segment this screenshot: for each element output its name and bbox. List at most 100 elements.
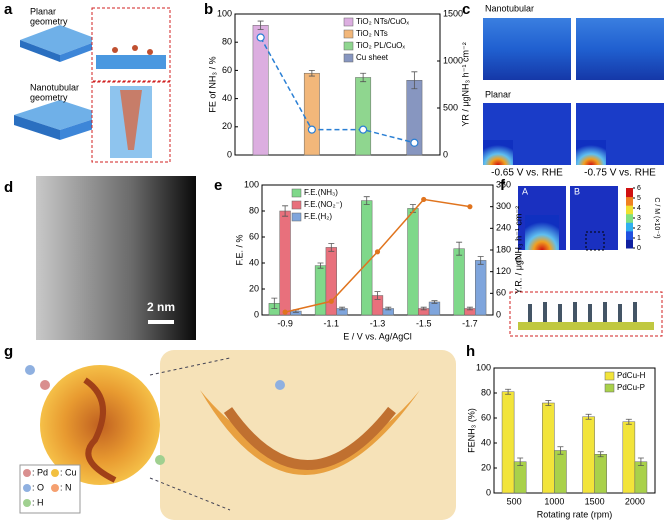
legend-swatch bbox=[604, 371, 615, 381]
line-marker bbox=[359, 125, 368, 134]
legend-label: Cu sheet bbox=[356, 53, 389, 62]
colorbar-tick-label: 5 bbox=[637, 195, 641, 202]
scale-bar bbox=[148, 320, 174, 324]
panel-letter: e bbox=[214, 177, 222, 194]
colorbar-segment bbox=[626, 205, 633, 215]
legend-swatch bbox=[343, 53, 354, 63]
line-marker bbox=[256, 33, 265, 42]
y-tick-label: 100 bbox=[476, 362, 491, 372]
y-tick-label: 60 bbox=[222, 65, 232, 75]
x-tick-label: -1.1 bbox=[324, 318, 340, 328]
colorbar-tick-label: 0 bbox=[637, 245, 641, 252]
legend-swatch bbox=[291, 200, 302, 210]
inset-label: A bbox=[522, 186, 528, 196]
y-tick-label: 0 bbox=[486, 487, 491, 497]
error-bar bbox=[637, 457, 644, 466]
legend-swatch bbox=[291, 212, 302, 222]
panel-letter: b bbox=[204, 1, 213, 18]
x-tick-label: -1.5 bbox=[416, 318, 432, 328]
y2-tick-label: 240 bbox=[496, 223, 511, 233]
bar bbox=[252, 25, 269, 156]
line-marker bbox=[307, 125, 316, 134]
error-bar bbox=[282, 205, 289, 217]
panel-letter: f bbox=[500, 177, 506, 194]
bar bbox=[622, 421, 636, 494]
x-tick-label: -0.9 bbox=[277, 318, 293, 328]
error-bar bbox=[317, 262, 324, 269]
y-tick-label: 100 bbox=[217, 8, 232, 18]
panel-a-label: Nanotubular bbox=[30, 82, 79, 92]
y-tick-label: 40 bbox=[481, 437, 491, 447]
legend-label: : H bbox=[32, 497, 44, 507]
x-tick-label: 1500 bbox=[585, 496, 605, 506]
y-axis-label: F.E. / % bbox=[234, 234, 244, 265]
error-bar bbox=[431, 300, 438, 304]
panel-d-image bbox=[36, 176, 196, 340]
error-bar bbox=[360, 72, 367, 83]
error-bar bbox=[597, 451, 604, 458]
line-marker bbox=[374, 249, 381, 255]
error-bar bbox=[339, 306, 346, 311]
error-bar bbox=[420, 306, 427, 311]
y-tick-label: 0 bbox=[254, 309, 259, 319]
x-tick-label: 500 bbox=[507, 496, 522, 506]
panel-letter: d bbox=[4, 179, 13, 196]
plot-frame bbox=[493, 367, 656, 494]
bar bbox=[325, 247, 337, 316]
colorbar-label: C / M (×10⁻¹) bbox=[653, 197, 660, 238]
legend-dot bbox=[51, 469, 59, 477]
bar bbox=[303, 72, 320, 156]
line-marker bbox=[467, 204, 473, 210]
error-bar bbox=[517, 457, 524, 466]
y-tick-label: 60 bbox=[249, 231, 259, 241]
panel-g-illustration bbox=[25, 350, 456, 520]
bar bbox=[355, 77, 372, 156]
colorbar-segment bbox=[626, 196, 633, 206]
panel-f-maps bbox=[509, 186, 663, 337]
y2-tick-label: 120 bbox=[496, 266, 511, 276]
colorbar-segment bbox=[626, 239, 633, 249]
y2-axis-label: Y.R. / μgNH₃ h⁻¹ cm⁻² bbox=[513, 206, 523, 294]
x-tick-label: -1.3 bbox=[370, 318, 386, 328]
y-tick-label: 20 bbox=[481, 462, 491, 472]
panel-letter: a bbox=[4, 1, 13, 18]
y-tick-label: 0 bbox=[227, 149, 232, 159]
legend-label: TiO₂ NTs bbox=[356, 29, 388, 38]
x-tick-label: -1.7 bbox=[462, 318, 478, 328]
y2-tick-label: 1500 bbox=[443, 8, 463, 18]
legend-label: : Pd bbox=[32, 467, 48, 477]
legend-dot bbox=[51, 484, 59, 492]
error-bar bbox=[363, 196, 370, 205]
error-bar bbox=[477, 256, 484, 265]
line-marker bbox=[328, 298, 334, 304]
bar bbox=[314, 265, 327, 316]
y2-axis-label: YR / μgNH₃ h⁻¹ cm⁻² bbox=[460, 42, 470, 126]
colorbar-tick-label: 3 bbox=[637, 215, 641, 222]
legend-label: : O bbox=[32, 482, 44, 492]
colorbar-segment bbox=[626, 188, 633, 198]
y-axis-label: FENH₃ (%) bbox=[466, 408, 476, 453]
error-bar bbox=[257, 20, 264, 30]
legend-dot bbox=[23, 484, 31, 492]
line-marker bbox=[282, 309, 288, 315]
y2-tick-label: 180 bbox=[496, 244, 511, 254]
panel-c-maps bbox=[483, 18, 664, 165]
error-bar bbox=[374, 291, 381, 300]
inset-label: C bbox=[515, 254, 522, 264]
error-bar bbox=[557, 446, 564, 455]
colorbar-segment bbox=[626, 213, 633, 223]
y-tick-label: 20 bbox=[222, 121, 232, 131]
legend-swatch bbox=[343, 41, 354, 51]
colorbar-segment bbox=[626, 222, 633, 232]
error-bar bbox=[271, 297, 278, 309]
y2-tick-label: 60 bbox=[496, 288, 506, 298]
legend-label: F.E.(H₂) bbox=[304, 212, 332, 221]
colorbar-tick-label: 6 bbox=[637, 185, 641, 192]
bar bbox=[554, 450, 567, 494]
legend-label: : N bbox=[60, 482, 72, 492]
y-tick-label: 80 bbox=[222, 37, 232, 47]
panel-c-row-label: Planar bbox=[485, 89, 511, 99]
y-tick-label: 20 bbox=[249, 283, 259, 293]
legend-swatch bbox=[604, 383, 615, 393]
